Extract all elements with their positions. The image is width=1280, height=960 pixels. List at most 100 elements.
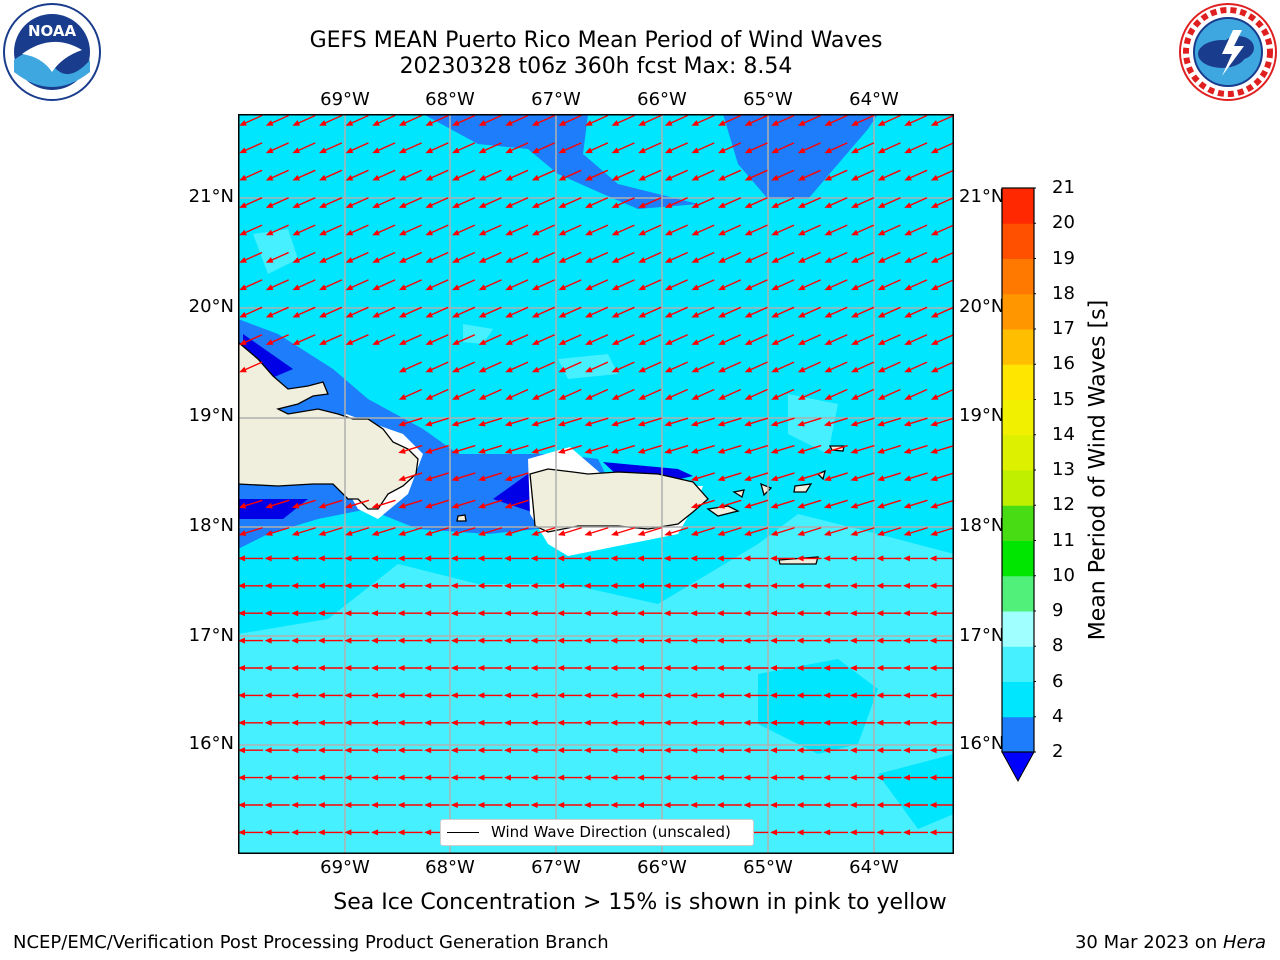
wind-wave-arrow bbox=[264, 610, 290, 617]
wind-wave-arrow bbox=[823, 472, 848, 482]
wind-wave-arrow bbox=[505, 114, 529, 126]
wind-wave-arrow bbox=[797, 279, 821, 291]
wind-wave-arrow bbox=[717, 499, 742, 509]
wind-wave-arrow bbox=[770, 692, 795, 699]
wind-wave-arrow bbox=[424, 802, 450, 808]
wind-wave-arrow bbox=[557, 417, 582, 427]
wind-wave-arrow bbox=[823, 555, 849, 562]
wind-wave-arrow bbox=[265, 142, 289, 154]
wind-wave-arrow bbox=[930, 114, 954, 126]
wind-wave-arrow bbox=[771, 361, 795, 373]
wind-wave-arrow bbox=[638, 306, 662, 318]
wind-wave-arrow bbox=[265, 306, 289, 318]
wind-wave-arrow bbox=[771, 334, 795, 345]
wind-wave-arrow bbox=[663, 719, 689, 726]
wind-wave-arrow bbox=[690, 665, 716, 671]
lon-label-bottom-65w: 65°W bbox=[743, 857, 793, 878]
wind-wave-arrow bbox=[557, 747, 583, 754]
wind-wave-arrow bbox=[718, 334, 742, 345]
wind-wave-arrow bbox=[637, 582, 662, 589]
wind-wave-arrow bbox=[344, 637, 370, 644]
wind-wave-arrow bbox=[744, 279, 768, 291]
wind-wave-arrow bbox=[504, 499, 529, 509]
wind-wave-arrow bbox=[558, 224, 582, 236]
wind-wave-arrow bbox=[770, 665, 795, 671]
wind-wave-arrow bbox=[450, 719, 476, 726]
wind-wave-arrow bbox=[797, 499, 822, 509]
wind-wave-arrow bbox=[851, 279, 875, 291]
wind-wave-arrow bbox=[450, 802, 476, 808]
wind-wave-arrow bbox=[823, 774, 849, 781]
wind-wave-arrow bbox=[397, 610, 423, 617]
wind-wave-arrow bbox=[663, 802, 689, 808]
wind-wave-arrow bbox=[876, 610, 902, 617]
wind-wave-arrow bbox=[851, 169, 875, 181]
wind-wave-arrow bbox=[849, 747, 875, 754]
wind-wave-arrow bbox=[611, 417, 636, 427]
wind-wave-arrow bbox=[770, 719, 795, 726]
wind-wave-arrow bbox=[770, 527, 795, 536]
wind-wave-arrow bbox=[345, 306, 369, 318]
wind-wave-arrow bbox=[344, 582, 370, 589]
colorbar-bin bbox=[1002, 293, 1034, 330]
wind-wave-arrow bbox=[558, 361, 582, 373]
wind-wave-arrow bbox=[425, 114, 449, 126]
wind-wave-arrow bbox=[345, 169, 369, 181]
wind-wave-arrow bbox=[478, 527, 503, 536]
wind-wave-arrow bbox=[823, 444, 848, 454]
wind-wave-arrow bbox=[371, 637, 396, 644]
wind-wave-arrow bbox=[583, 610, 609, 617]
colorbar-bin bbox=[1002, 681, 1034, 718]
wind-wave-arrow bbox=[823, 417, 848, 427]
wind-wave-arrow bbox=[823, 582, 849, 589]
wind-wave-arrow bbox=[585, 114, 609, 126]
wind-wave-arrow bbox=[691, 334, 715, 345]
wind-wave-arrow bbox=[851, 361, 875, 373]
wind-wave-arrow bbox=[531, 197, 555, 208]
wind-wave-arrow bbox=[344, 719, 370, 726]
wind-wave-arrow bbox=[824, 114, 848, 126]
wind-wave-arrow bbox=[477, 582, 503, 589]
wind-wave-arrow bbox=[238, 829, 263, 836]
wind-wave-arrow bbox=[371, 774, 396, 781]
wind-wave-arrow bbox=[291, 499, 316, 509]
wind-wave-arrow bbox=[319, 334, 343, 345]
wind-wave-arrow bbox=[929, 665, 954, 671]
wind-wave-arrow bbox=[319, 142, 343, 154]
wind-wave-arrow bbox=[796, 555, 822, 562]
wind-wave-arrow bbox=[558, 334, 582, 345]
wind-wave-arrow bbox=[823, 692, 849, 699]
wind-wave-arrow bbox=[397, 719, 423, 726]
wind-wave-arrow bbox=[450, 582, 476, 589]
wind-wave-arrow bbox=[478, 224, 502, 236]
wind-wave-arrow bbox=[824, 251, 848, 263]
wind-wave-arrow bbox=[583, 582, 609, 589]
wind-wave-arrow bbox=[744, 472, 769, 482]
wind-wave-arrow bbox=[452, 388, 476, 400]
wind-wave-arrow bbox=[664, 306, 688, 318]
wind-wave-arrow bbox=[397, 582, 423, 589]
wind-wave-arrow bbox=[450, 555, 476, 562]
wind-wave-arrow bbox=[371, 802, 396, 808]
wind-wave-arrow bbox=[691, 306, 715, 318]
wind-wave-arrow bbox=[929, 637, 954, 644]
lon-label-bottom-64w: 64°W bbox=[849, 857, 899, 878]
wind-wave-arrow bbox=[664, 197, 688, 208]
wind-wave-arrow bbox=[797, 142, 821, 154]
wind-wave-arrow bbox=[610, 774, 636, 781]
wind-wave-arrow bbox=[637, 637, 662, 644]
wind-wave-arrow bbox=[398, 279, 422, 291]
wind-wave-arrow bbox=[930, 142, 954, 154]
wind-wave-arrow bbox=[796, 719, 822, 726]
wind-wave-arrow bbox=[424, 499, 449, 509]
wind-wave-arrow bbox=[797, 224, 821, 236]
wind-wave-arrow bbox=[344, 774, 370, 781]
wind-wave-arrow bbox=[771, 197, 795, 208]
wind-wave-arrow bbox=[903, 582, 928, 589]
map-legend: Wind Wave Direction (unscaled) bbox=[440, 819, 754, 846]
wind-wave-arrow bbox=[797, 197, 821, 208]
wind-wave-arrow bbox=[690, 472, 715, 482]
wind-wave-arrow bbox=[796, 692, 822, 699]
wind-wave-arrow bbox=[637, 417, 662, 427]
wind-wave-arrow bbox=[611, 279, 635, 291]
